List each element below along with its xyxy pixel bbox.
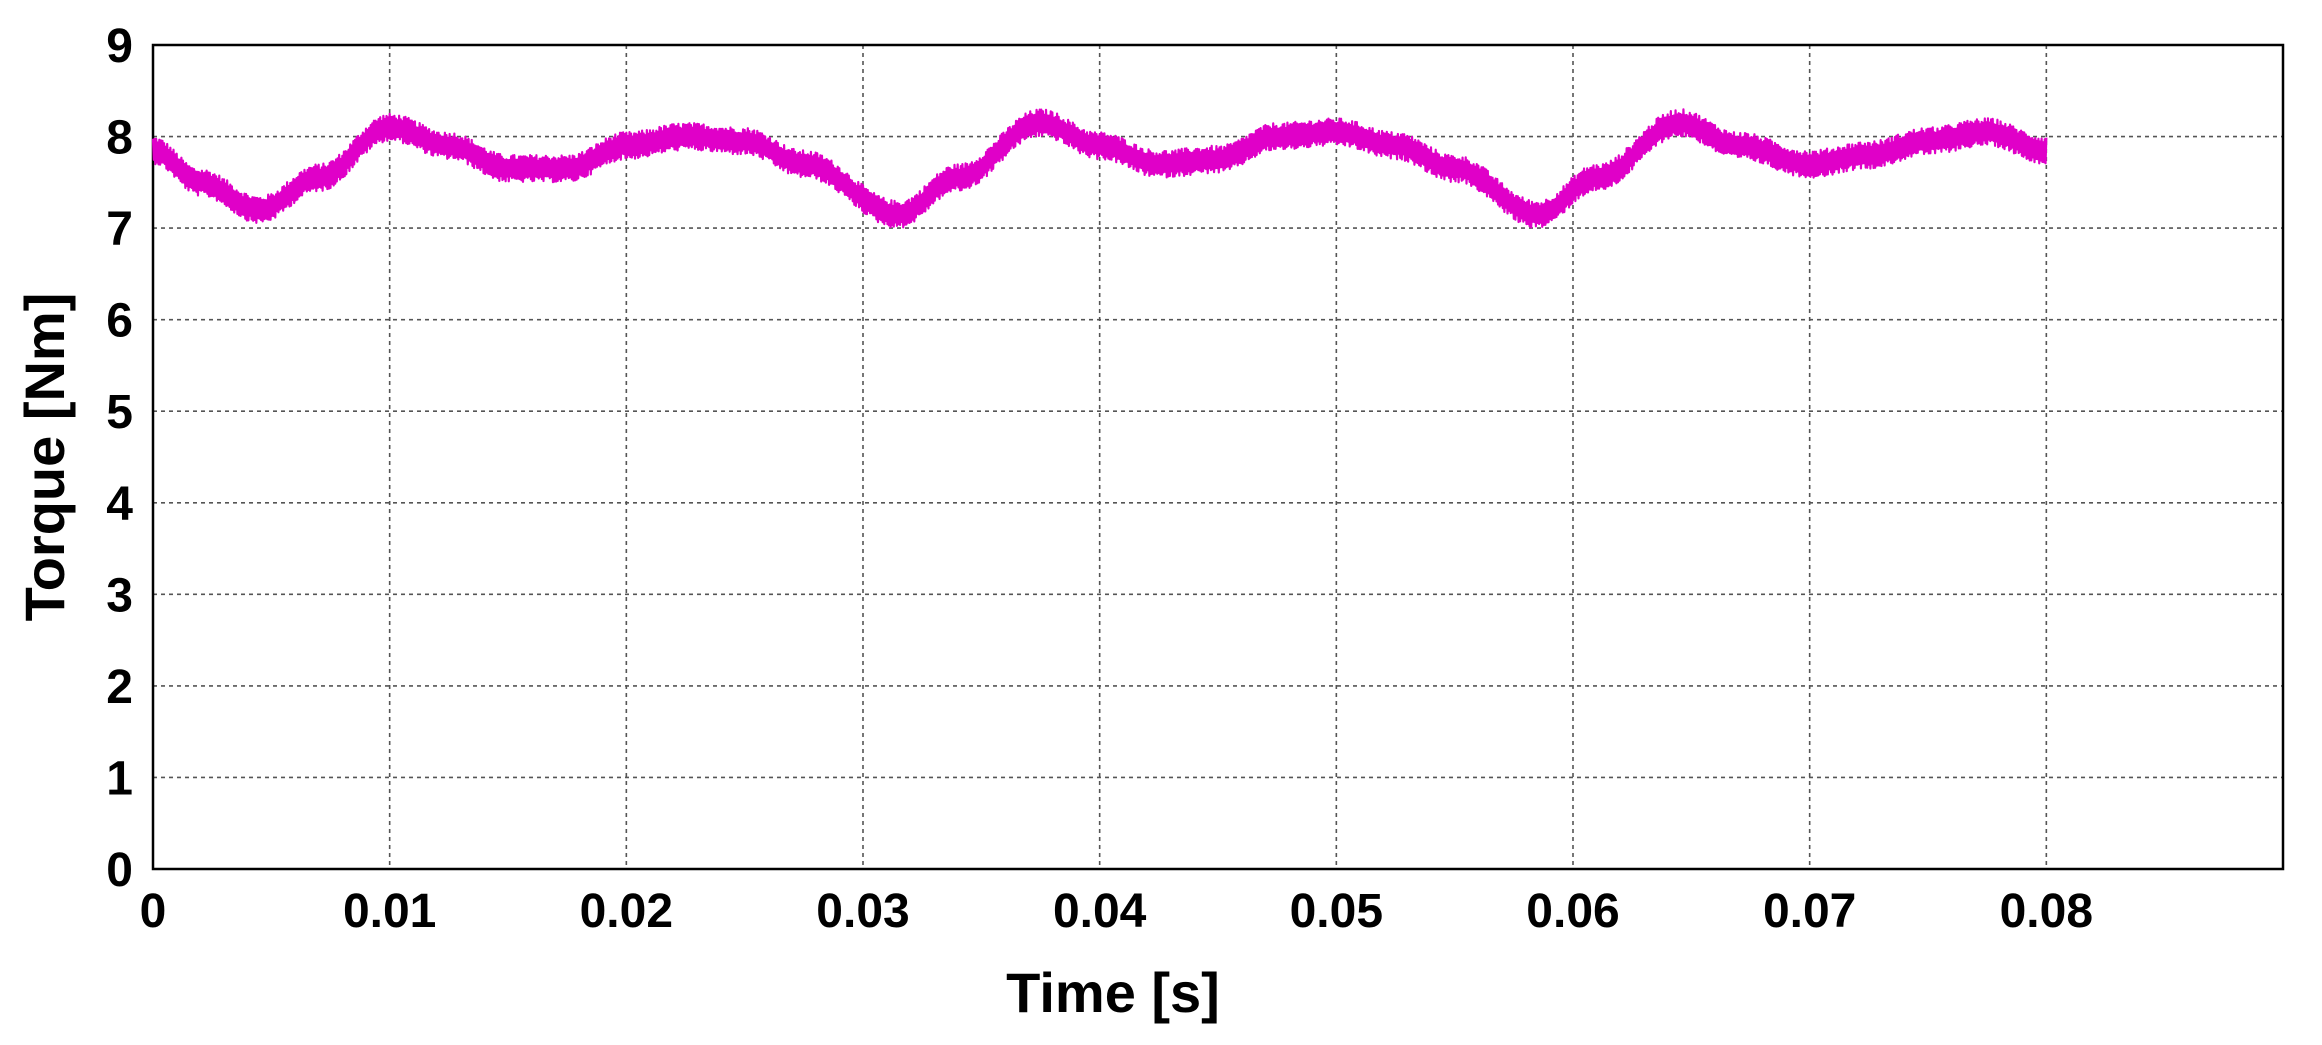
- y-tick-label: 3: [106, 569, 133, 622]
- y-tick-label: 8: [106, 112, 133, 165]
- x-tick-labels: 0 0.01 0.02 0.03 0.04 0.05 0.06 0.07 0.08: [140, 885, 2093, 938]
- x-tick-label: 0.05: [1290, 885, 1383, 938]
- y-tick-label: 1: [106, 752, 133, 805]
- x-tick-label: 0.08: [2000, 885, 2093, 938]
- x-tick-label: 0.02: [580, 885, 673, 938]
- y-tick-label: 4: [106, 478, 133, 531]
- plot-frame: [151, 43, 2285, 871]
- x-tick-label: 0.03: [816, 885, 909, 938]
- series-layer: [151, 108, 2048, 229]
- torque-series-line: [151, 108, 2048, 229]
- y-tick-label: 5: [106, 386, 133, 439]
- y-tick-label: 0: [106, 844, 133, 897]
- x-tick-label: 0.01: [343, 885, 436, 938]
- x-tick-label: 0.06: [1526, 885, 1619, 938]
- y-tick-label: 9: [106, 20, 133, 73]
- x-tick-label: 0.04: [1053, 885, 1147, 938]
- y-tick-labels: 0 1 2 3 4 5 6 7 8 9: [106, 20, 133, 897]
- x-tick-label: 0: [140, 885, 167, 938]
- y-tick-label: 6: [106, 295, 133, 348]
- y-axis-label: Torque [Nm]: [13, 293, 76, 622]
- grid-lines: [153, 45, 2283, 869]
- x-tick-label: 0.07: [1763, 885, 1856, 938]
- x-axis-label: Time [s]: [1006, 961, 1220, 1024]
- y-tick-label: 2: [106, 661, 133, 714]
- y-tick-label: 7: [106, 203, 133, 256]
